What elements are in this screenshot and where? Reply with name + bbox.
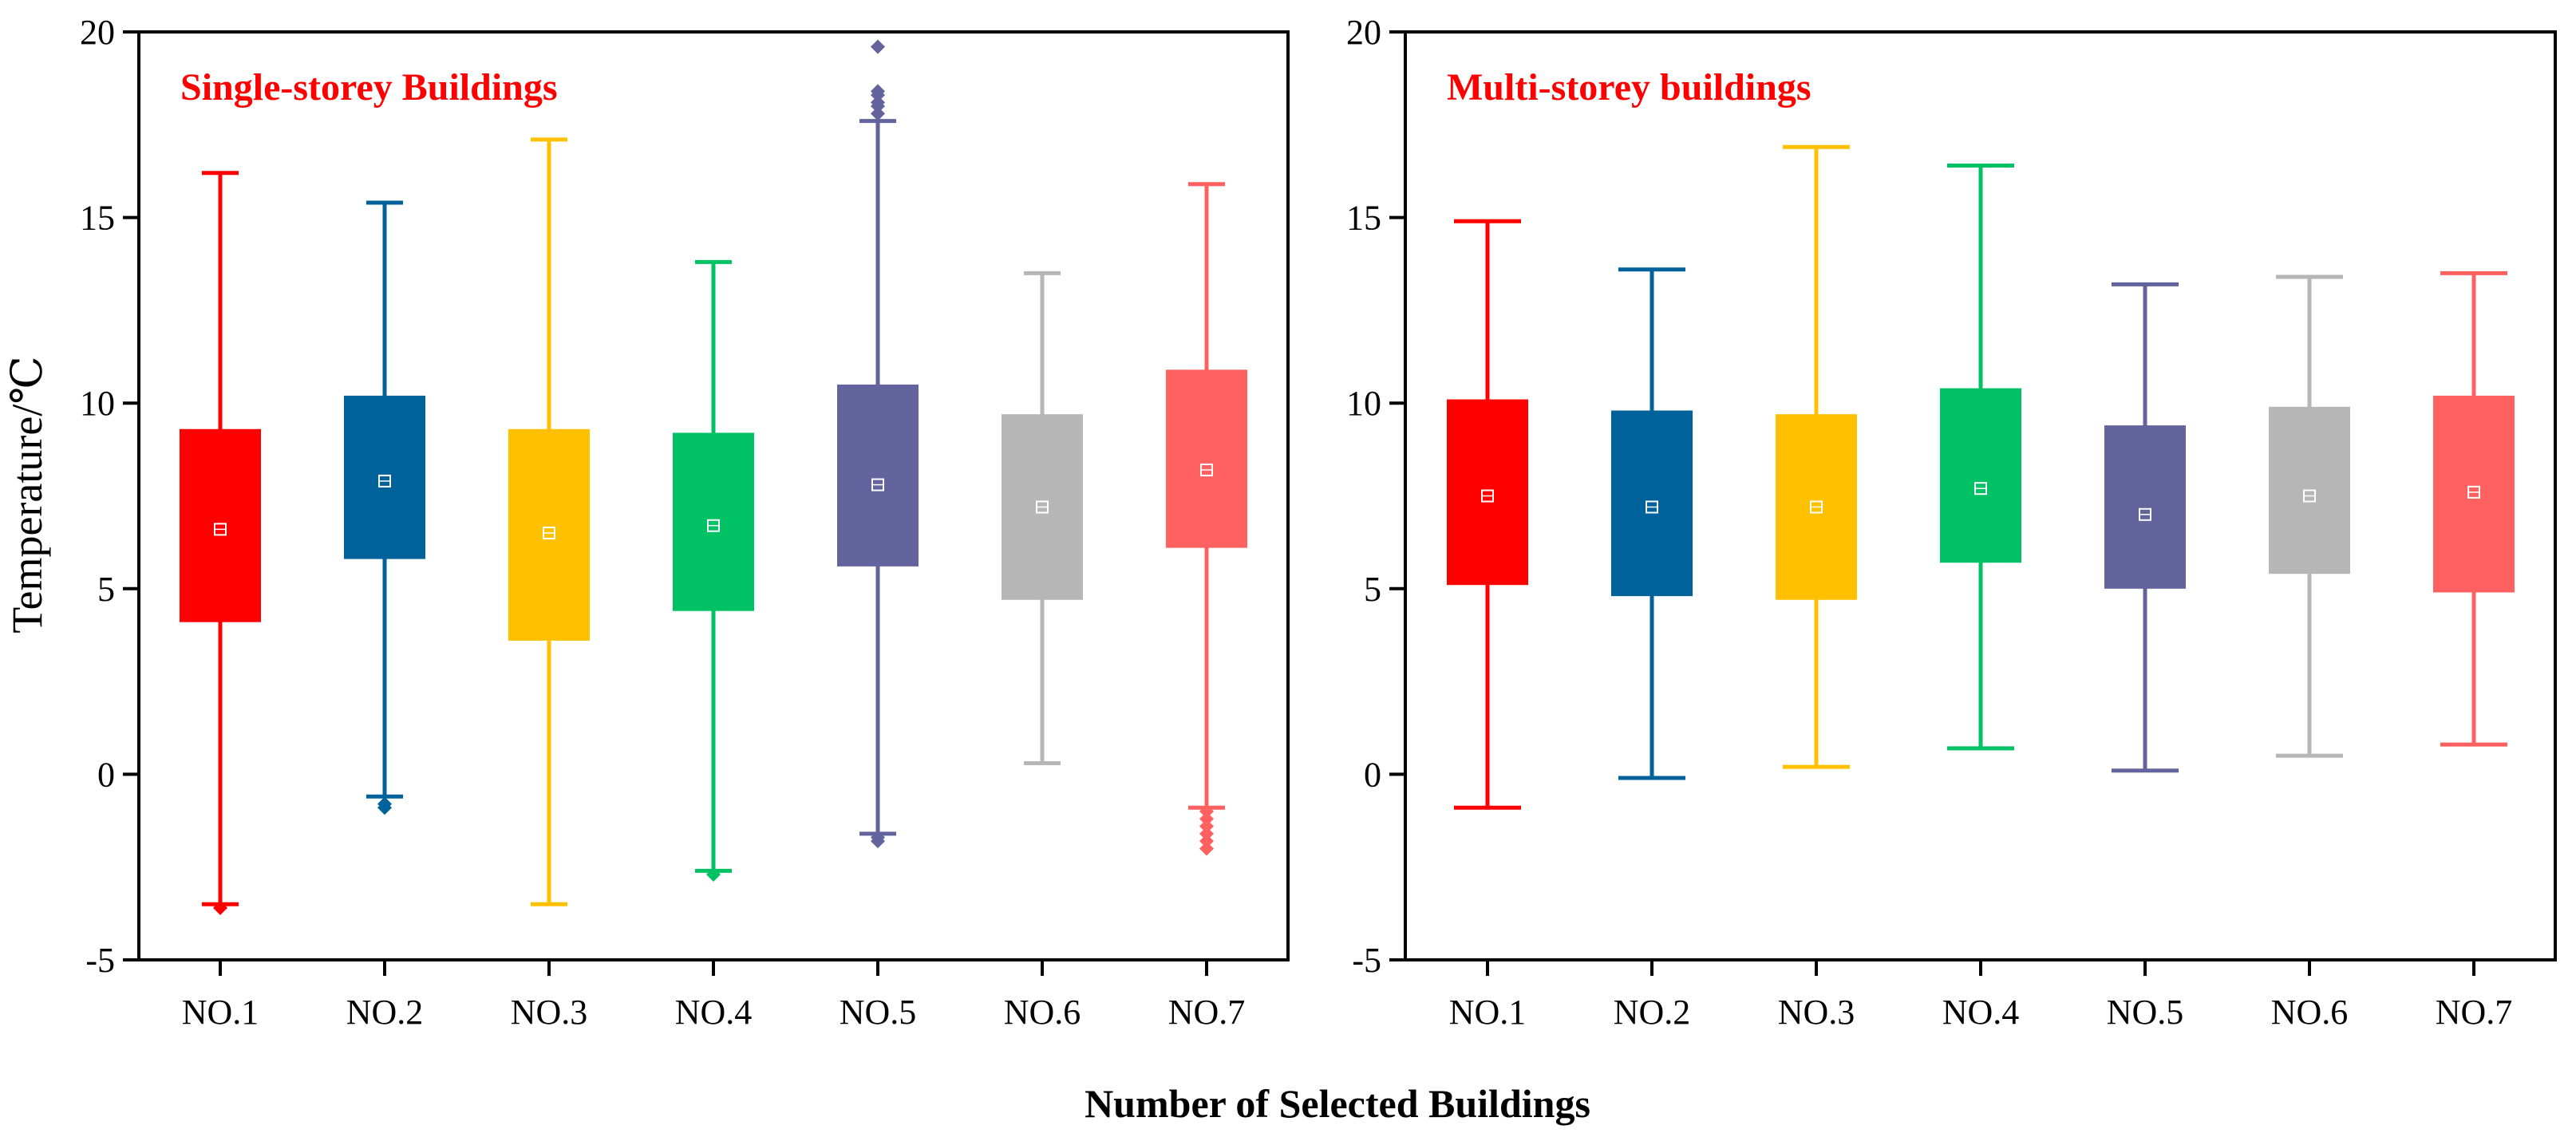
outlier-point (706, 867, 721, 882)
iqr-box (2433, 395, 2515, 593)
outlier-point (871, 84, 885, 99)
y-tick-label: -5 (1352, 941, 1381, 980)
y-tick-label: 10 (1346, 384, 1381, 423)
outlier-point (1199, 834, 1214, 849)
panel-single-storey: -5 0 5 10 15 20 Single-storey Buildings NO.1 NO.… (80, 13, 1290, 1032)
y-tick-label: 20 (80, 13, 115, 52)
x-tick-label: NO.3 (511, 993, 588, 1032)
box-no5: NO.5 (2104, 282, 2186, 1032)
iqr-box (1940, 388, 2021, 563)
x-tick-label: NO.2 (1614, 993, 1691, 1032)
panel-title: Single-storey Buildings (180, 66, 558, 109)
y-tick-label: 15 (80, 199, 115, 238)
y-tick-label: 5 (97, 570, 115, 609)
x-tick-label: NO.6 (2271, 993, 2349, 1032)
iqr-box (180, 428, 261, 622)
outlier-point (213, 900, 227, 915)
iqr-box (344, 395, 425, 559)
iqr-box (2104, 425, 2186, 589)
box-no2: NO.2 (1611, 267, 1693, 1032)
x-tick-label: NO.7 (2436, 993, 2513, 1032)
iqr-box (673, 432, 754, 611)
outlier-point (1199, 811, 1214, 827)
box-no2: NO.2 (344, 200, 425, 1032)
outlier-point (871, 834, 885, 849)
x-tick-label: NO.7 (1168, 993, 1246, 1032)
iqr-box (837, 384, 919, 567)
box-no3: NO.3 (508, 137, 590, 1032)
outlier-point (871, 106, 885, 121)
x-tick-label: NO.1 (1449, 993, 1527, 1032)
x-tick-label: NO.2 (346, 993, 424, 1032)
y-tick-label: 15 (1346, 199, 1381, 238)
x-tick-label: NO.3 (1778, 993, 1855, 1032)
outlier-point (377, 800, 392, 815)
iqr-box (1447, 399, 1528, 586)
box-no1: NO.1 (180, 171, 261, 1032)
y-tick-label: 5 (1364, 570, 1381, 609)
panel-multi-storey: -5 0 5 10 15 20 Multi-storey buildings NO.1 NO.2… (1346, 13, 2557, 1032)
y-tick-label: -5 (85, 941, 115, 980)
y-axis-label: Temperature/℃ (3, 356, 51, 633)
outlier-point (1199, 803, 1214, 819)
box-no4: NO.4 (673, 259, 754, 1032)
outlier-point (1199, 826, 1214, 841)
x-tick-label: NO.5 (2107, 993, 2184, 1032)
outlier-point (871, 39, 885, 54)
outlier-point (871, 95, 885, 110)
iqr-box (1166, 369, 1247, 548)
iqr-box (508, 428, 590, 641)
outlier-point (1199, 841, 1214, 856)
box-no3: NO.3 (1776, 144, 1857, 1032)
outlier-point (1199, 819, 1214, 834)
box-no4: NO.4 (1940, 163, 2021, 1032)
x-axis-label: Number of Selected Buildings (1085, 1081, 1590, 1126)
x-tick-label: NO.4 (675, 993, 753, 1032)
y-tick-label: 0 (97, 755, 115, 794)
box-no6: NO.6 (2269, 274, 2350, 1032)
box-no7: NO.7 (1166, 182, 1247, 1032)
box-no1: NO.1 (1447, 219, 1528, 1032)
x-tick-label: NO.1 (182, 993, 259, 1032)
iqr-box (1611, 410, 1693, 597)
box-no6: NO.6 (1002, 270, 1083, 1032)
y-tick-label: 20 (1346, 13, 1381, 52)
panel-title: Multi-storey buildings (1447, 66, 1811, 109)
box-no7: NO.7 (2433, 270, 2515, 1032)
x-tick-label: NO.6 (1004, 993, 1081, 1032)
box-no5: NO.5 (837, 39, 919, 1032)
x-tick-label: NO.5 (840, 993, 917, 1032)
y-tick-label: 0 (1364, 755, 1381, 794)
y-tick-label: 10 (80, 384, 115, 423)
x-tick-label: NO.4 (1942, 993, 2020, 1032)
